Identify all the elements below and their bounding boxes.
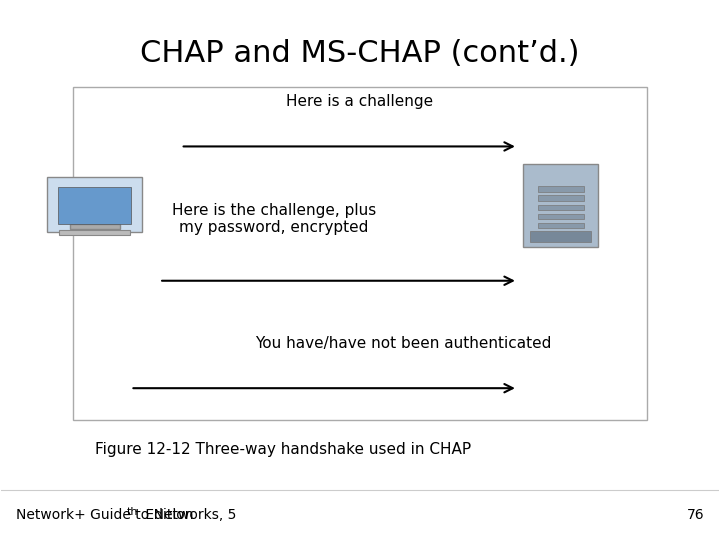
Text: th: th [127, 507, 138, 517]
FancyBboxPatch shape [48, 177, 142, 232]
FancyBboxPatch shape [531, 231, 591, 242]
FancyBboxPatch shape [538, 223, 584, 228]
Text: 76: 76 [687, 509, 704, 523]
FancyBboxPatch shape [73, 87, 647, 421]
FancyBboxPatch shape [58, 187, 131, 224]
Text: Network+ Guide to Networks, 5: Network+ Guide to Networks, 5 [16, 509, 236, 523]
FancyBboxPatch shape [70, 225, 120, 229]
Text: CHAP and MS-CHAP (cont’d.): CHAP and MS-CHAP (cont’d.) [140, 39, 580, 68]
FancyBboxPatch shape [60, 230, 130, 235]
FancyBboxPatch shape [523, 164, 598, 247]
Text: Edition: Edition [141, 509, 194, 523]
FancyBboxPatch shape [87, 216, 102, 227]
FancyBboxPatch shape [538, 195, 584, 201]
Text: Here is the challenge, plus
my password, encrypted: Here is the challenge, plus my password,… [172, 202, 376, 235]
FancyBboxPatch shape [538, 186, 584, 192]
FancyBboxPatch shape [538, 214, 584, 219]
Text: You have/have not been authenticated: You have/have not been authenticated [255, 335, 552, 350]
Text: Here is a challenge: Here is a challenge [287, 94, 433, 109]
FancyBboxPatch shape [538, 205, 584, 210]
Text: Figure 12-12 Three-way handshake used in CHAP: Figure 12-12 Three-way handshake used in… [94, 442, 471, 457]
